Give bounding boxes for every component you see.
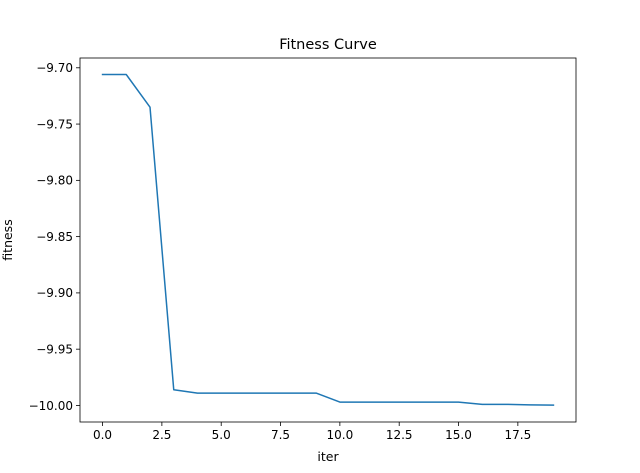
y-tick-label: −9.95 bbox=[36, 342, 73, 356]
x-tick-label: 2.5 bbox=[152, 428, 171, 442]
x-tick-label: 0.0 bbox=[93, 428, 112, 442]
y-tick-label: −9.80 bbox=[36, 174, 73, 188]
y-tick-label: −9.90 bbox=[36, 286, 73, 300]
y-tick-label: −9.85 bbox=[36, 230, 73, 244]
chart-title: Fitness Curve bbox=[279, 37, 377, 53]
axes-frame bbox=[79, 57, 577, 423]
x-tick-label: 17.5 bbox=[504, 428, 531, 442]
plot-area: 0.0 2.5 5.0 7.5 10.0 12.5 15.0 17.5 −9.70 −9.75 −9… bbox=[29, 57, 577, 442]
x-tick-label: 5.0 bbox=[212, 428, 231, 442]
y-tick-label: −9.75 bbox=[36, 117, 73, 131]
y-tick-label: −10.00 bbox=[29, 399, 73, 413]
x-tick-label: 12.5 bbox=[386, 428, 413, 442]
x-tick-label: 15.0 bbox=[445, 428, 472, 442]
x-tick-label: 10.0 bbox=[327, 428, 354, 442]
y-tick-label: −9.70 bbox=[36, 61, 73, 75]
x-tick-label: 7.5 bbox=[271, 428, 290, 442]
y-axis-label: fitness bbox=[0, 219, 15, 260]
series-line-0 bbox=[101, 73, 555, 406]
x-axis-label: iter bbox=[317, 449, 339, 464]
